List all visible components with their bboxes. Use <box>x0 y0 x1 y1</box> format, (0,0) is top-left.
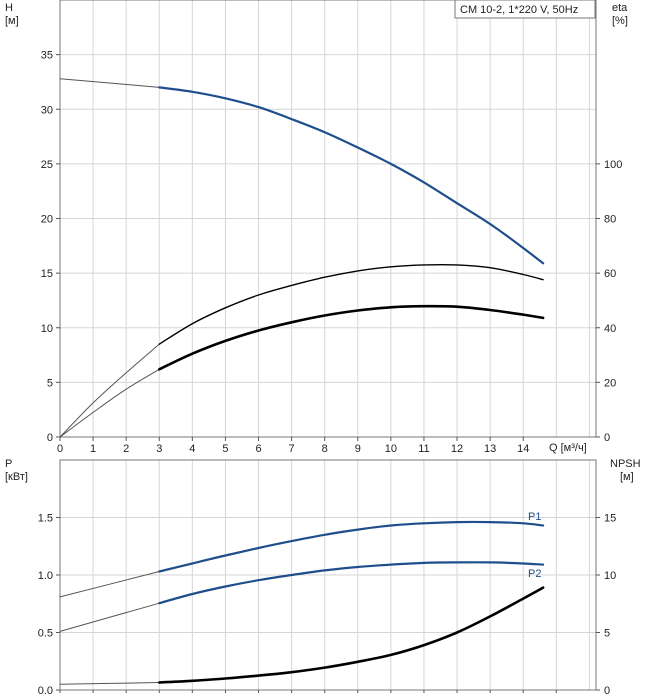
title-box <box>454 0 596 19</box>
y-tick-label: 30 <box>41 104 53 116</box>
x-tick-label: 6 <box>255 443 261 455</box>
bottom-ticks: 0.0 0.5 1.0 1.5 0 5 10 15 <box>38 513 617 698</box>
curve-eta-thin <box>158 263 544 345</box>
x-tick-label: 1 <box>90 443 96 455</box>
series-label-p1: P1 <box>528 511 541 523</box>
bottom-grid <box>60 460 596 690</box>
y2-tick-label: 20 <box>604 377 616 389</box>
curve-P1 <box>158 520 545 573</box>
y-tick-label: 1.5 <box>38 513 53 525</box>
y-tick-label: 25 <box>41 159 53 171</box>
x-tick-label: 4 <box>189 443 195 455</box>
curve-NPSH <box>158 586 545 684</box>
curve-H-extrapolated <box>59 78 160 88</box>
y-axis-unit-h: [м] <box>5 15 19 27</box>
top-curves <box>59 78 545 438</box>
y-tick-label: 0.5 <box>38 628 53 640</box>
x-tick-label: 11 <box>418 443 429 455</box>
y-tick-label: 20 <box>41 214 53 226</box>
curve-NPSH-extrapolated <box>59 682 160 685</box>
curve-P1-extrapolated <box>59 571 160 598</box>
bottom-curves <box>59 520 545 685</box>
curve-P2-extrapolated <box>59 602 160 632</box>
x-tick-label: 3 <box>156 443 162 455</box>
y-tick-label: 5 <box>47 377 53 389</box>
y-tick-label: 0 <box>47 432 53 444</box>
y-axis-label-p: P <box>5 458 12 470</box>
curve-H <box>158 86 545 265</box>
y2-tick-label: 5 <box>604 628 610 640</box>
chart-title: CM 10-2, 1*220 V, 50Hz <box>460 4 578 16</box>
series-label-p2: P2 <box>528 568 541 580</box>
x-tick-label: 13 <box>484 443 496 455</box>
y-axis-unit-p: [кВт] <box>5 471 28 483</box>
y2-axis-unit-eta: [%] <box>612 15 628 27</box>
y2-tick-label: 0 <box>604 432 610 444</box>
x-tick-label: 9 <box>355 443 361 455</box>
x-tick-label: 2 <box>123 443 129 455</box>
x-tick-label: 5 <box>222 443 228 455</box>
y-tick-label: 10 <box>41 323 53 335</box>
y2-tick-label: 10 <box>604 570 616 582</box>
x-tick-label: 14 <box>517 443 529 455</box>
x-tick-label: 0 <box>57 443 63 455</box>
y-axis-label-h: H <box>5 2 13 14</box>
x-tick-label: 10 <box>385 443 397 455</box>
curve-P2 <box>158 561 545 605</box>
y2-tick-label: 15 <box>604 513 616 525</box>
top-grid <box>60 0 596 437</box>
curve-eta-thick-extrapolated <box>59 368 160 438</box>
curve-eta-thick <box>158 304 545 371</box>
y-tick-label: 35 <box>41 50 53 62</box>
x-tick-label: 7 <box>289 443 295 455</box>
y2-axis-unit-npsh: [м] <box>620 471 634 483</box>
x-tick-label: 12 <box>451 443 463 455</box>
y2-tick-label: 40 <box>604 323 616 335</box>
y-tick-label: 0.0 <box>38 685 53 697</box>
y2-tick-label: 60 <box>604 268 616 280</box>
y-tick-label: 1.0 <box>38 570 53 582</box>
y2-tick-label: 80 <box>604 214 616 226</box>
y2-tick-label: 0 <box>604 685 610 697</box>
y2-axis-label-npsh: NPSH <box>610 458 641 470</box>
x-axis-label: Q [м³/ч] <box>549 442 587 454</box>
y2-tick-label: 100 <box>604 159 622 171</box>
y2-axis-label-eta: eta <box>612 2 628 14</box>
y-tick-label: 15 <box>41 268 53 280</box>
curve-eta-thin-extrapolated <box>59 343 160 438</box>
x-tick-label: 8 <box>322 443 328 455</box>
